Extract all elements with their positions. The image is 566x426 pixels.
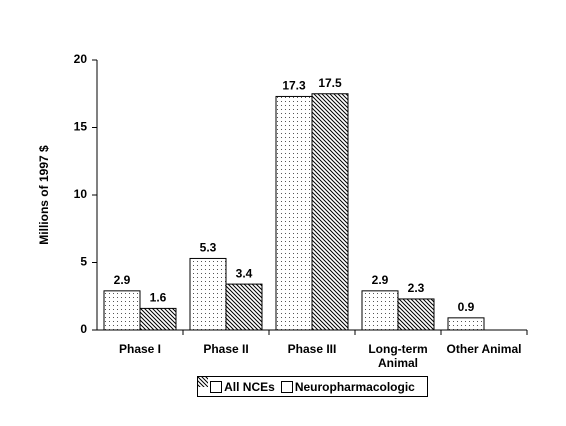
data-label: 17.5: [318, 76, 342, 90]
legend-label: All NCEs: [224, 379, 275, 394]
data-label: 3.4: [236, 266, 253, 280]
legend-swatch: [198, 377, 223, 393]
bar: [311, 93, 349, 331]
data-label: 2.9: [114, 273, 131, 287]
x-tick-label: Phase II: [203, 342, 249, 356]
data-label: 0.9: [458, 300, 475, 314]
x-tick-label: Phase I: [118, 342, 162, 356]
swatch: [198, 377, 208, 387]
bar: [225, 283, 263, 331]
legend-item: Neuropharmacologic: [198, 377, 415, 394]
legend: All NCEs Neuropharmacologic: [197, 376, 428, 397]
data-label: 5.3: [200, 241, 217, 255]
y-tick-label: 10: [74, 187, 88, 201]
bar: [397, 298, 435, 331]
data-label: 1.6: [150, 291, 167, 305]
bar: [361, 290, 399, 331]
bar: [103, 290, 141, 331]
bar: [447, 317, 485, 331]
y-tick-label: 15: [74, 120, 88, 134]
bar: [275, 95, 313, 331]
legend-swatch: [198, 377, 293, 393]
data-label: 2.3: [408, 281, 425, 295]
bar: [189, 257, 227, 331]
x-tick-label: Long-term Animal: [368, 342, 428, 370]
y-tick-label: 0: [80, 322, 87, 336]
legend-item: All NCEs: [198, 377, 275, 394]
y-tick-label: 20: [74, 52, 88, 66]
legend-label: Neuropharmacologic: [294, 379, 415, 394]
data-label: 2.9: [372, 273, 389, 287]
data-label: 17.3: [282, 79, 306, 93]
y-tick-label: 5: [80, 255, 87, 269]
bar: [139, 307, 177, 331]
x-tick-label: Phase III: [287, 342, 337, 356]
y-axis-label: Millions of 1997 $: [37, 145, 51, 245]
x-tick-label: Other Animal: [446, 342, 522, 356]
